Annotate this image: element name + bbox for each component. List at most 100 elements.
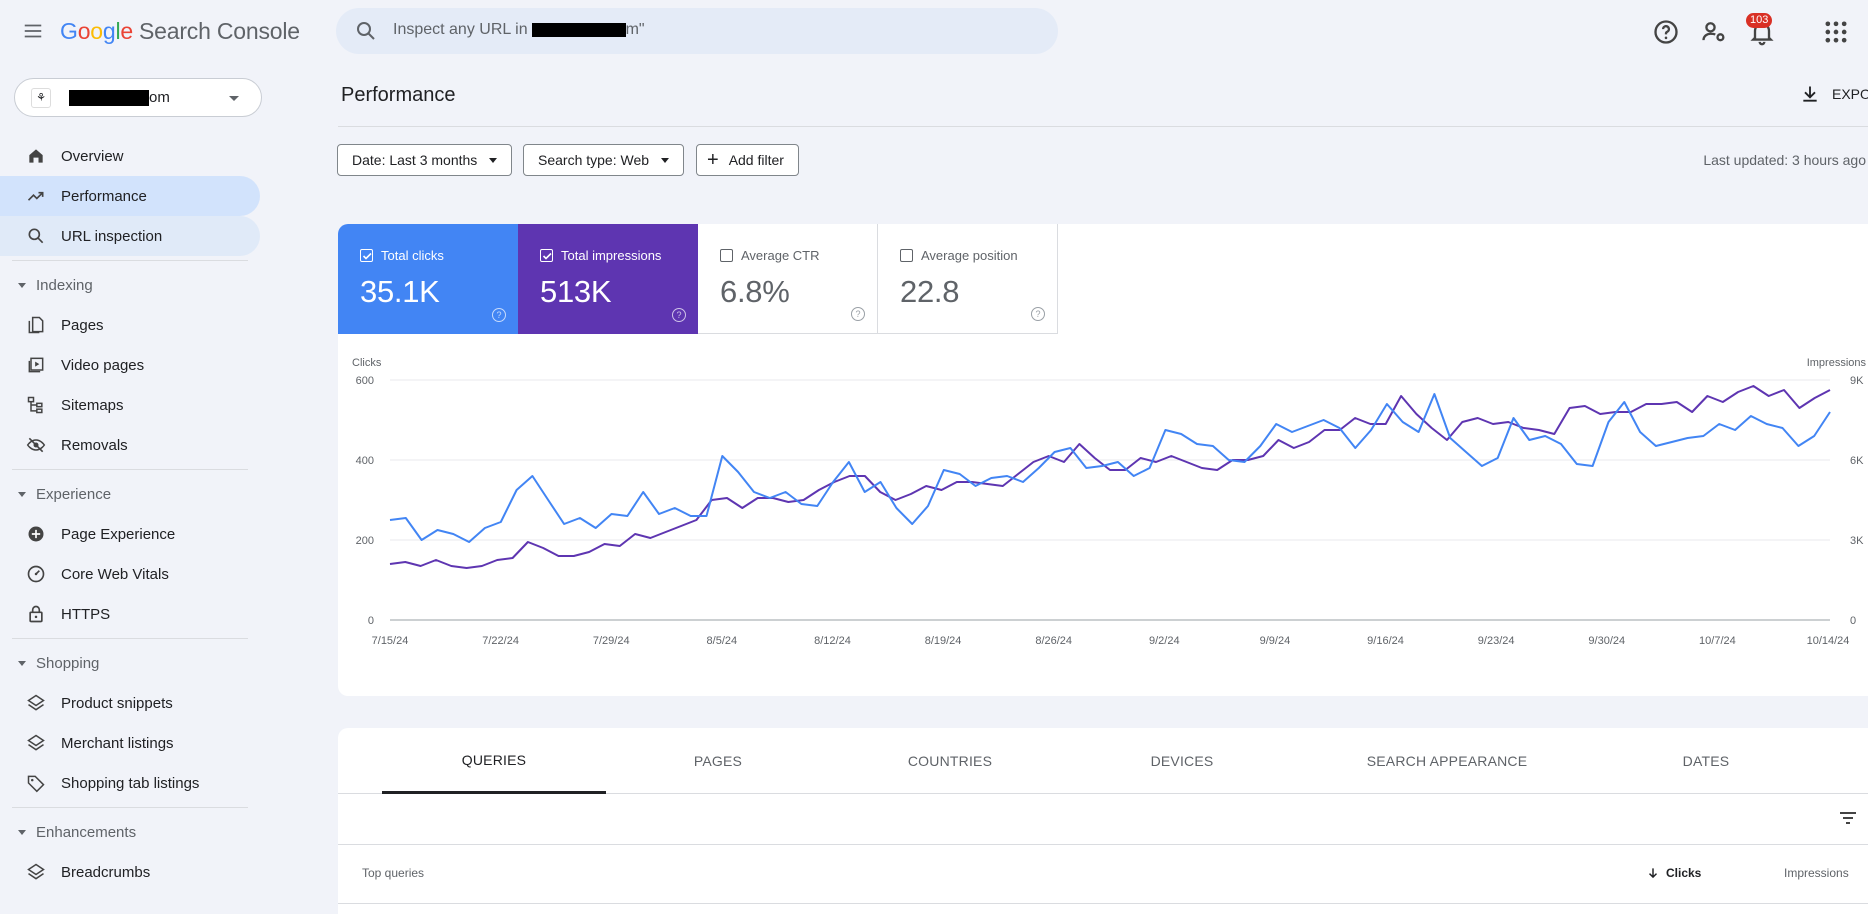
date-filter-chip[interactable]: Date: Last 3 months [337,144,513,176]
checkbox-unchecked-icon[interactable] [720,249,733,262]
nav-divider [12,638,248,639]
date-filter-label: Date: Last 3 months [352,152,478,168]
sidebar-item-page-experience[interactable]: Page Experience [0,514,260,554]
metric-total-clicks[interactable]: Total clicks 35.1K ? [338,224,518,334]
help-icon[interactable]: ? [672,308,686,322]
gauge-icon [27,565,45,583]
metric-value: 35.1K [360,274,440,309]
sidebar-item-performance[interactable]: Performance [0,176,260,216]
nav-section-title: Shopping [36,654,100,672]
column-header-impressions[interactable]: Impressions [1784,866,1849,880]
tab-devices[interactable]: DEVICES [1150,753,1214,769]
column-header-clicks-label: Clicks [1666,866,1702,880]
x-tick-label: 9/2/24 [1149,635,1180,647]
apps-grid-icon[interactable] [1822,18,1850,46]
sidebar-item-merchant-listings[interactable]: Merchant listings [0,723,260,763]
sidebar-item-label: Core Web Vitals [61,565,169,583]
checkbox-unchecked-icon[interactable] [900,249,913,262]
sidebar-item-breadcrumbs[interactable]: Breadcrumbs [0,852,260,892]
dimension-tabs: QUERIES PAGES COUNTRIES DEVICES SEARCH A… [338,728,1868,794]
layers-icon [27,863,45,880]
hamburger-menu-icon[interactable] [20,20,46,42]
metric-value: 22.8 [900,274,960,309]
tab-search-appearance[interactable]: SEARCH APPEARANCE [1366,753,1528,769]
sidebar-item-core-web-vitals[interactable]: Core Web Vitals [0,554,260,594]
right-tick-label: 3K [1850,535,1864,547]
table-divider [338,844,1868,845]
left-tick-label: 600 [356,375,374,387]
metric-value: 6.8% [720,274,790,309]
series-line-impressions [389,385,1831,569]
nav-section-title: Experience [36,485,112,503]
nav-section-enhancements[interactable]: Enhancements [0,812,270,852]
layers-icon [27,734,45,751]
property-selector[interactable]: ⚘ om [14,78,262,117]
sidebar-item-pages[interactable]: Pages [0,305,260,345]
tab-dates[interactable]: DATES [1682,753,1730,769]
help-icon[interactable] [1652,18,1680,46]
checkbox-checked-icon[interactable] [360,249,373,262]
help-icon[interactable]: ? [492,308,506,322]
column-header-clicks[interactable]: Clicks [1646,866,1701,880]
user-settings-icon[interactable] [1700,18,1728,46]
sidebar-item-overview[interactable]: Overview [0,136,260,176]
product-logo[interactable]: Google Search Console [60,18,300,45]
collapse-arrow-icon [18,660,26,666]
filter-icon[interactable] [1836,806,1860,830]
tab-pages[interactable]: PAGES [693,753,743,769]
performance-card: Total clicks 35.1K ? Total impressions 5… [338,224,1868,696]
sidebar-item-shopping-tab-listings[interactable]: Shopping tab listings [0,763,260,803]
trending-up-icon [27,191,44,201]
performance-chart: Clicks Impressions 0 200 400 600 0 3K 6K 9K 7/15/2… [352,357,1867,647]
metric-label: Total impressions [561,248,662,263]
right-tick-label: 0 [1850,615,1856,627]
sidebar-item-label: Merchant listings [61,734,174,752]
search-type-filter-chip[interactable]: Search type: Web [523,144,685,176]
tab-queries[interactable]: QUERIES [382,728,606,794]
x-tick-label: 10/14/24 [1807,635,1850,647]
metric-label: Average position [921,248,1018,263]
left-tick-label: 400 [356,455,374,467]
sidebar-item-label: Breadcrumbs [61,863,151,881]
metric-total-impressions[interactable]: Total impressions 513K ? [518,224,698,334]
page-title: Performance [341,84,456,106]
arrow-down-icon [1648,868,1658,879]
export-button[interactable]: EXPO [1800,84,1868,104]
add-filter-button[interactable]: + Add filter [696,144,799,176]
help-icon[interactable]: ? [1031,307,1045,321]
tab-countries[interactable]: COUNTRIES [907,753,993,769]
metric-value: 513K [540,274,612,309]
checkbox-checked-icon[interactable] [540,249,553,262]
add-filter-label: Add filter [728,152,784,168]
metric-average-position[interactable]: Average position 22.8 ? [878,224,1058,334]
x-tick-label: 7/29/24 [593,635,630,647]
sidebar-item-url-inspection[interactable]: URL inspection [0,216,260,256]
x-tick-label: 7/15/24 [372,635,409,647]
sidebar-item-label: Shopping tab listings [61,774,200,792]
home-icon [29,149,43,163]
nav-section-shopping[interactable]: Shopping [0,643,270,683]
download-icon [1803,86,1817,102]
sidebar-item-https[interactable]: HTTPS [0,594,260,634]
sidebar-item-video-pages[interactable]: Video pages [0,345,260,385]
nav-section-indexing[interactable]: Indexing [0,265,270,305]
property-favicon: ⚘ [31,87,51,108]
sidebar-item-removals[interactable]: Removals [0,425,260,465]
sidebar-item-label: Performance [61,187,147,205]
metric-label: Average CTR [741,248,820,263]
search-icon[interactable] [354,19,378,43]
nav-divider [12,807,248,808]
sidebar-item-label: Pages [61,316,104,334]
x-tick-label: 7/22/24 [482,635,519,647]
sidebar-item-product-snippets[interactable]: Product snippets [0,683,260,723]
chevron-down-icon [661,157,670,163]
metric-average-ctr[interactable]: Average CTR 6.8% ? [698,224,878,334]
x-tick-label: 10/7/24 [1699,635,1736,647]
google-wordmark: Google [60,18,133,44]
sidebar-item-sitemaps[interactable]: Sitemaps [0,385,260,425]
last-updated-text: Last updated: 3 hours ago [1703,152,1866,168]
plus-circle-icon [28,526,44,542]
nav-section-experience[interactable]: Experience [0,474,270,514]
url-inspect-search[interactable] [336,8,1058,54]
help-icon[interactable]: ? [851,307,865,321]
